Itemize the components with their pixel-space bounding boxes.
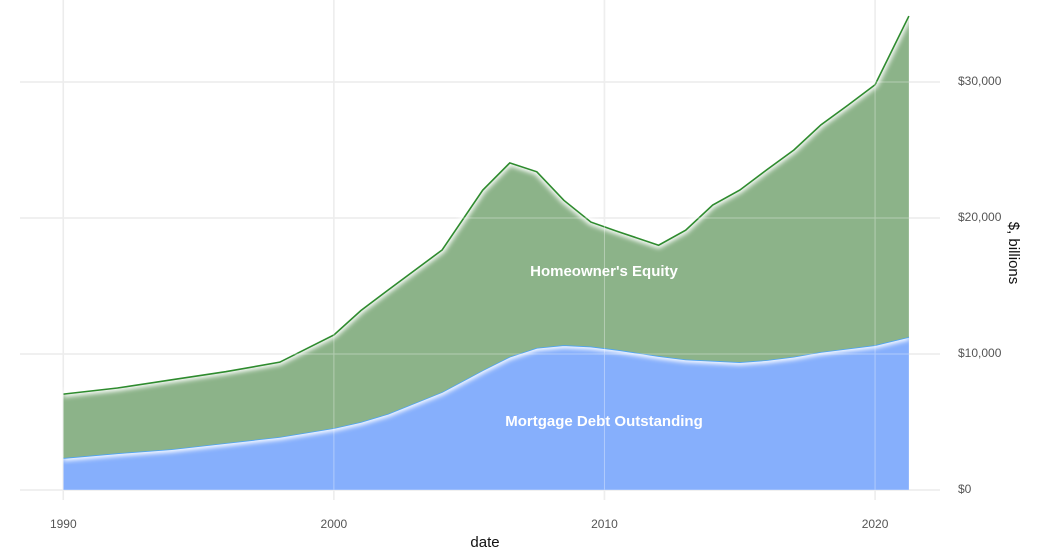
x-tick-label: 2000 [321, 517, 348, 531]
areas [62, 14, 912, 491]
area [63, 16, 909, 459]
y-tick-label: $20,000 [958, 210, 1002, 224]
labels: $0 $10,000 $20,000 $30,000 1990 2000 2010 2020 M… [50, 74, 1002, 531]
x-tick-label: 2020 [862, 517, 889, 531]
area [63, 337, 909, 491]
area-label: Mortgage Debt Outstanding [505, 413, 703, 430]
y-tick-label: $10,000 [958, 346, 1002, 360]
x-tick-label: 2010 [591, 517, 618, 531]
y-tick-label: $30,000 [958, 74, 1002, 88]
x-axis-title: date [470, 534, 499, 550]
area-line [63, 15, 910, 395]
grid-overlay [20, 0, 940, 500]
x-tick-label: 1990 [50, 517, 77, 531]
y-tick-label: $0 [958, 482, 972, 496]
y-axis-title: $, billions [1005, 222, 1022, 285]
area-label: Homeowner's Equity [530, 263, 678, 280]
